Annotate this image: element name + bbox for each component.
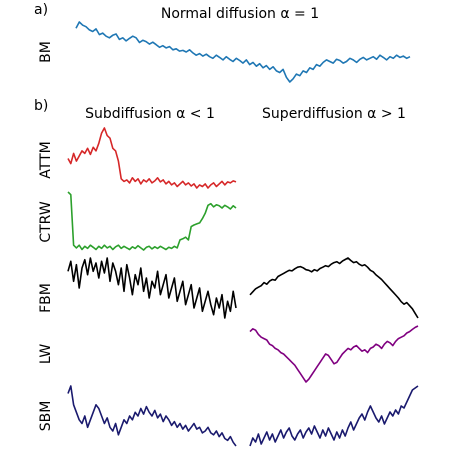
title-superdiffusion: Superdiffusion α > 1 <box>262 106 406 122</box>
trace-lw-super <box>249 325 419 383</box>
row-label-fbm: FBM <box>38 283 54 313</box>
trace-sbm-super <box>249 385 419 447</box>
trace-ctrw-sub <box>67 191 237 251</box>
trace-attm-sub <box>67 127 237 189</box>
row-label-bm: BM <box>38 41 54 63</box>
title-normal-diffusion: Normal diffusion α = 1 <box>161 6 319 22</box>
trace-fbm-sub <box>67 257 237 319</box>
row-label-attm: ATTM <box>38 141 54 178</box>
row-label-ctrw: CTRW <box>38 201 54 242</box>
panel-label-b: b) <box>34 98 48 114</box>
trace-bm-normal <box>75 21 411 83</box>
trace-sbm-sub <box>67 385 237 447</box>
panel-label-a: a) <box>34 2 48 18</box>
row-label-sbm: SBM <box>38 401 54 432</box>
traces <box>67 21 419 447</box>
row-labels: BM ATTM CTRW FBM LW SBM <box>38 41 54 431</box>
title-subdiffusion: Subdiffusion α < 1 <box>85 106 215 122</box>
trace-fbm-super <box>249 257 419 319</box>
row-label-lw: LW <box>38 344 54 365</box>
